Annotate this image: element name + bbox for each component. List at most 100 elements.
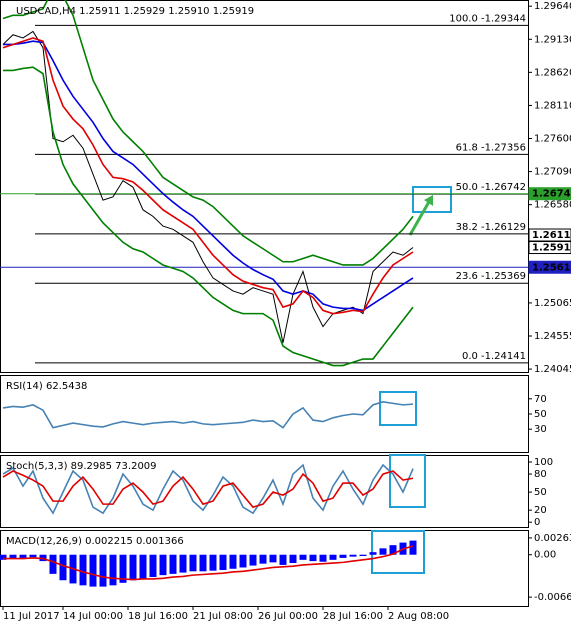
price-tag [528,187,571,201]
histogram-bar [29,554,37,558]
fib-label: 23.6 -1.25369 [456,271,526,282]
histogram-bar [389,545,397,555]
y-tick-label: 0.00 [534,550,556,561]
y-tick-label: 50 [534,487,547,498]
price-tag [528,260,571,274]
panel-title: USDCAD,H4 1.25911 1.25929 1.25910 1.2591… [16,6,254,17]
y-tick-label: 0.002637 [534,533,571,544]
series-line [2,401,414,429]
x-tick-label: 11 Jul 2017 [3,611,60,622]
histogram-bar [49,554,57,574]
price-tag-label: 1.26749 [532,189,571,200]
histogram-bar [229,554,237,569]
y-tick-label: 1.26580 [534,200,571,211]
series-line [2,470,414,509]
histogram-bar [329,554,337,560]
highlight-box [371,530,425,574]
histogram-bar [89,554,97,587]
histogram-bar [169,554,177,574]
highlight-box [389,454,426,508]
y-tick-label: 1.27090 [534,167,571,178]
histogram-bar [249,554,257,566]
series-line [3,66,414,367]
price-tag [528,228,571,242]
y-tick-label: 1.24045 [534,364,571,375]
y-tick-label: 100 [534,457,553,468]
macd-panel [0,530,529,607]
y-tick-label: 80 [534,469,547,480]
arrow-shaft [408,199,432,236]
histogram-bar [139,554,147,579]
y-tick-label: 1.29640 [534,1,571,12]
fib-label: 50.0 -1.26742 [456,182,526,193]
histogram-bar [189,554,197,572]
stoch-panel [0,455,529,528]
price-tag-label: 1.25919 [532,243,571,254]
x-tick-label: 14 Jul 00:00 [63,611,123,622]
y-tick-label: 1.27600 [534,134,571,145]
y-tick-label: 50 [534,409,547,420]
histogram-bar [349,554,357,557]
histogram-bar [209,554,217,571]
y-tick-label: 0 [534,517,540,528]
y-tick-label: 1.25065 [534,298,571,309]
y-tick-label: 1.29130 [534,34,571,45]
histogram-bar [0,554,7,560]
y-tick-label: 70 [534,394,547,405]
y-tick-label: 1.28620 [534,67,571,78]
series-line [2,30,414,343]
panel-title: RSI(14) 62.5438 [6,381,87,392]
main-panel [0,0,529,373]
histogram-bar [309,554,317,562]
x-tick-label: 21 Jul 08:00 [193,611,253,622]
y-tick-label: 1.24555 [534,331,571,342]
y-tick-label: -0.006649 [534,592,571,603]
histogram-bar [269,554,277,563]
histogram-bar [279,554,287,565]
series-line [3,545,414,581]
histogram-bar [219,554,227,571]
histogram-bar [369,552,377,555]
panel-title: Stoch(5,3,3) 89.2985 73.2009 [6,461,157,472]
histogram-bar [109,554,117,586]
histogram-bar [9,554,17,559]
y-tick-label: 1.28110 [534,100,571,111]
series-line [2,0,414,266]
y-tick-label: 30 [534,424,547,435]
histogram-bar [79,554,87,586]
histogram-bar [19,554,27,558]
highlight-box [379,391,417,426]
histogram-bar [199,554,207,572]
histogram-bar [239,554,247,568]
price-tag-label: 1.26112 [532,230,571,241]
series-line [2,463,414,515]
price-tag [528,241,571,255]
histogram-bar [379,548,387,555]
histogram-bar [59,554,67,581]
series-line [2,37,414,315]
histogram-bar [319,554,327,562]
series-line [3,40,414,312]
histogram-bar [119,554,127,583]
histogram-bar [359,554,367,556]
price-tag-label: 1.25615 [532,262,571,273]
fib-label: 0.0 -1.24141 [462,351,526,362]
histogram-bar [129,554,137,581]
histogram-bar [179,554,187,573]
histogram-bar [289,554,297,564]
fib-label: 38.2 -1.26129 [456,222,526,233]
histogram-bar [339,554,347,558]
histogram-bar [409,540,417,555]
x-tick-label: 26 Jul 00:00 [258,611,318,622]
x-tick-label: 2 Aug 08:00 [388,611,449,622]
panel-title: MACD(12,26,9) 0.002215 0.001366 [6,536,184,547]
histogram-bar [99,554,107,587]
histogram-bar [149,554,157,578]
x-tick-label: 18 Jul 16:00 [128,611,188,622]
histogram-bar [299,554,307,560]
highlight-box [412,186,452,213]
histogram-bar [259,554,267,564]
x-tick-label: 28 Jul 16:00 [323,611,383,622]
histogram-bar [159,554,167,576]
